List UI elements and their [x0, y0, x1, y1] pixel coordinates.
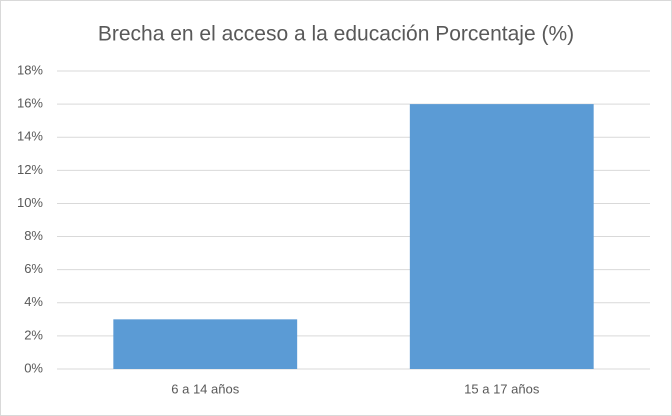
y-tick-label: 10%	[17, 195, 43, 210]
y-tick-label: 16%	[17, 96, 43, 111]
y-tick-label: 8%	[24, 228, 43, 243]
chart-title: Brecha en el acceso a la educación Porce…	[98, 23, 574, 46]
y-tick-label: 18%	[17, 62, 43, 77]
y-tick-label: 14%	[17, 129, 43, 144]
bar	[409, 104, 594, 369]
y-tick-label: 2%	[24, 327, 43, 342]
x-tick-label: 6 a 14 años	[171, 381, 239, 396]
y-tick-label: 4%	[24, 294, 43, 309]
x-tick-label: 15 a 17 años	[464, 381, 540, 396]
y-tick-label: 6%	[24, 261, 43, 276]
y-tick-label: 0%	[24, 360, 43, 375]
bar	[113, 319, 298, 369]
y-tick-label: 12%	[17, 162, 43, 177]
